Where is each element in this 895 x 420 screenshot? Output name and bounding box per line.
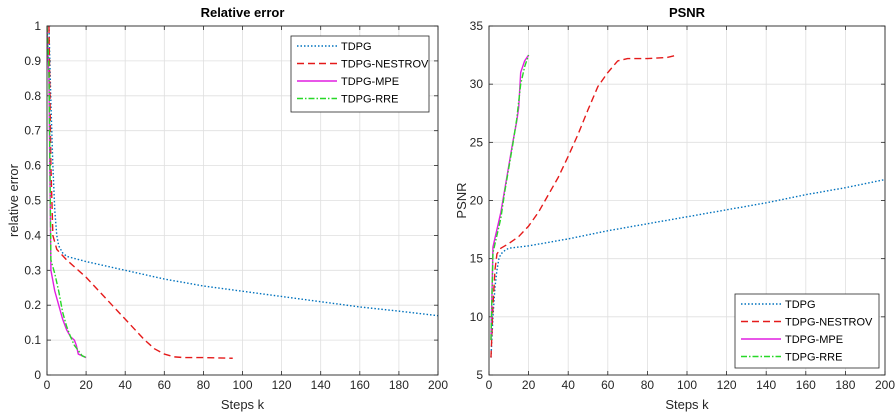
y-tick-label: 1 — [34, 19, 41, 33]
legend-label: TDPG — [785, 299, 816, 311]
x-tick-label: 140 — [756, 378, 776, 392]
y-tick-label: 30 — [470, 77, 484, 91]
y-tick-label: 0 — [34, 368, 41, 382]
x-tick-label: 60 — [601, 378, 615, 392]
x-tick-label: 0 — [44, 378, 51, 392]
y-tick-label: 25 — [470, 135, 484, 149]
legend-box — [734, 293, 880, 369]
series-line-tdpg-rre — [490, 54, 530, 341]
x-tick-label: 120 — [717, 378, 737, 392]
legend-label: TDPG-NESTROV — [785, 317, 873, 329]
series-line-tdpg-rre — [47, 26, 87, 359]
y-tick-label: 0.2 — [24, 298, 41, 312]
legend-label: TDPG-RRE — [341, 94, 398, 106]
legend-label: TDPG-RRE — [785, 352, 842, 364]
y-axis-label: PSNR — [454, 182, 469, 218]
series-line-tdpg-nestrov — [48, 26, 233, 359]
x-tick-label: 160 — [796, 378, 816, 392]
y-tick-label: 20 — [470, 194, 484, 208]
x-tick-label: 80 — [641, 378, 655, 392]
y-tick-label: 0.7 — [24, 124, 41, 138]
y-tick-label: 0.9 — [24, 54, 41, 68]
series-line-tdpg — [48, 26, 438, 317]
y-tick-label: 0.5 — [24, 194, 41, 208]
x-tick-label: 140 — [311, 378, 331, 392]
y-tick-label: 15 — [470, 252, 484, 266]
x-tick-label: 100 — [677, 378, 697, 392]
y-tick-label: 0.8 — [24, 89, 41, 103]
y-tick-label: 35 — [470, 19, 484, 33]
series-line-tdpg-mpe — [47, 26, 87, 359]
y-tick-label: 0.6 — [24, 159, 41, 173]
series-line-tdpg — [490, 178, 885, 358]
legend: TDPG TDPG-NESTROV TDPG-MPE TDPG-RRE — [734, 293, 880, 369]
x-tick-label: 180 — [389, 378, 409, 392]
legend-box — [290, 35, 430, 113]
chart-title: Relative error — [201, 5, 285, 20]
x-tick-label: 60 — [158, 378, 172, 392]
chart-1: 0 20 40 60 80 100 120 140 160 180 200 5 10 15 20 25 30 35… — [454, 5, 895, 412]
x-tick-label: 200 — [428, 378, 448, 392]
y-axis-label: relative error — [6, 163, 21, 237]
y-tick-label: 0.1 — [24, 333, 41, 347]
y-tick-label: 10 — [470, 310, 484, 324]
x-tick-label: 20 — [79, 378, 93, 392]
axes-box — [46, 25, 439, 376]
legend-label: TDPG-NESTROV — [341, 59, 429, 71]
legend-label: TDPG-MPE — [785, 334, 843, 346]
x-tick-label: 160 — [350, 378, 370, 392]
x-tick-label: 180 — [835, 378, 855, 392]
x-tick-label: 200 — [875, 378, 895, 392]
x-axis-label: Steps k — [665, 397, 709, 412]
series-line-tdpg-nestrov — [490, 54, 678, 358]
axes-box — [488, 25, 886, 376]
x-tick-label: 40 — [562, 378, 576, 392]
x-tick-label: 20 — [522, 378, 536, 392]
x-axis-label: Steps k — [221, 397, 265, 412]
x-tick-label: 40 — [119, 378, 133, 392]
x-tick-label: 120 — [272, 378, 292, 392]
y-tick-label: 5 — [476, 368, 483, 382]
legend-label: TDPG-MPE — [341, 76, 399, 88]
legend: TDPG TDPG-NESTROV TDPG-MPE TDPG-RRE — [290, 35, 430, 113]
legend-label: TDPG — [341, 41, 372, 53]
y-tick-label: 0.3 — [24, 263, 41, 277]
x-tick-label: 0 — [486, 378, 493, 392]
y-tick-label: 0.4 — [24, 228, 41, 242]
chart-0: 0 20 40 60 80 100 120 140 160 180 200 0 0.1 0.2 0.3 0.4… — [6, 5, 448, 412]
x-tick-label: 100 — [232, 378, 252, 392]
x-tick-label: 80 — [197, 378, 211, 392]
chart-title: PSNR — [669, 5, 706, 20]
